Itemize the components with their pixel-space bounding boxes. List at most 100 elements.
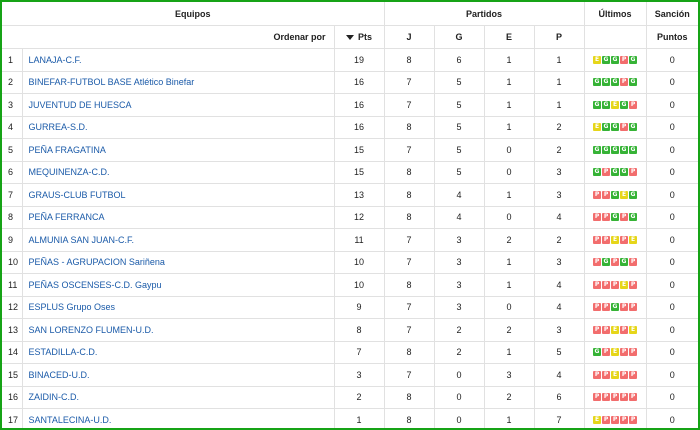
- played-value: 8: [384, 386, 435, 409]
- subheader-row: Ordenar por Pts J G E P Puntos: [2, 25, 698, 49]
- draw-badge: E: [611, 100, 620, 109]
- team-link[interactable]: LANAJA-C.F.: [22, 48, 335, 72]
- loss-badge: P: [602, 415, 611, 424]
- loss-badge: P: [602, 190, 611, 199]
- col-j[interactable]: J: [384, 25, 435, 49]
- draw-badge: E: [593, 55, 602, 64]
- team-link[interactable]: JUVENTUD DE HUESCA: [22, 93, 335, 117]
- col-puntos: Puntos: [646, 25, 698, 49]
- won-value: 5: [434, 161, 485, 184]
- team-link[interactable]: ESPLUS Grupo Oses: [22, 296, 335, 319]
- loss-badge: P: [611, 393, 620, 402]
- loss-badge: P: [629, 168, 638, 177]
- team-link[interactable]: GRAUS-CLUB FUTBOL: [22, 183, 335, 207]
- col-g[interactable]: G: [434, 25, 485, 49]
- table-row: 14 ESTADILLA-C.D. 7 8 2 1 5 G P E P P 0: [2, 341, 698, 364]
- draw-badge: E: [620, 280, 629, 289]
- team-link[interactable]: BINACED-U.D.: [22, 363, 335, 387]
- win-badge: G: [602, 145, 611, 154]
- pts-value: 11: [334, 228, 385, 252]
- loss-badge: P: [611, 415, 620, 424]
- team-link[interactable]: ALMUNIA SAN JUAN-C.F.: [22, 228, 335, 252]
- table-row: 12 ESPLUS Grupo Oses 9 7 3 0 4 P P G P P 0: [2, 296, 698, 319]
- lost-value: 2: [534, 116, 585, 139]
- loss-badge: P: [593, 393, 602, 402]
- played-value: 7: [384, 318, 435, 342]
- table-row: 11 PEÑAS OSCENSES-C.D. Gaypu 10 8 3 1 4 P P P E P 0: [2, 273, 698, 297]
- won-value: 0: [434, 386, 485, 409]
- team-link[interactable]: MEQUINENZA-C.D.: [22, 161, 335, 184]
- win-badge: G: [629, 213, 638, 222]
- loss-badge: P: [620, 325, 629, 334]
- table-row: 8 PEÑA FERRANCA 12 8 4 0 4 P P G P G 0: [2, 206, 698, 229]
- loss-badge: P: [629, 393, 638, 402]
- drawn-value: 1: [484, 93, 535, 117]
- won-value: 0: [434, 363, 485, 387]
- table-row: 3 JUVENTUD DE HUESCA 16 7 5 1 1 G G E G P 0: [2, 93, 698, 117]
- drawn-value: 3: [484, 363, 535, 387]
- team-link[interactable]: ZAIDIN-C.D.: [22, 386, 335, 409]
- col-p[interactable]: P: [534, 25, 585, 49]
- loss-badge: P: [620, 370, 629, 379]
- lost-value: 3: [534, 318, 585, 342]
- won-value: 5: [434, 138, 485, 162]
- pts-label: Pts: [357, 32, 372, 42]
- lost-value: 4: [534, 296, 585, 319]
- played-value: 7: [384, 228, 435, 252]
- win-badge: G: [611, 190, 620, 199]
- team-link[interactable]: ESTADILLA-C.D.: [22, 341, 335, 364]
- loss-badge: P: [593, 235, 602, 244]
- row-position: 6: [2, 161, 23, 184]
- win-badge: G: [611, 145, 620, 154]
- win-badge: G: [602, 55, 611, 64]
- team-link[interactable]: SAN LORENZO FLUMEN-U.D.: [22, 318, 335, 342]
- team-link[interactable]: PEÑAS - AGRUPACION Sariñena: [22, 251, 335, 274]
- lost-value: 3: [534, 183, 585, 207]
- win-badge: G: [602, 258, 611, 267]
- header-ultimos: Últimos: [584, 2, 647, 26]
- won-value: 4: [434, 183, 485, 207]
- loss-badge: P: [602, 325, 611, 334]
- loss-badge: P: [593, 213, 602, 222]
- pts-value: 3: [334, 363, 385, 387]
- loss-badge: P: [593, 325, 602, 334]
- loss-badge: P: [611, 280, 620, 289]
- loss-badge: P: [620, 78, 629, 87]
- pts-value: 10: [334, 251, 385, 274]
- pts-value: 10: [334, 273, 385, 297]
- played-value: 8: [384, 273, 435, 297]
- team-link[interactable]: PEÑA FERRANCA: [22, 206, 335, 229]
- team-link[interactable]: SANTALECINA-U.D.: [22, 408, 335, 428]
- team-link[interactable]: PEÑA FRAGATINA: [22, 138, 335, 162]
- table-row: 17 SANTALECINA-U.D. 1 8 0 1 7 E P P P P 0: [2, 408, 698, 428]
- won-value: 5: [434, 116, 485, 139]
- table-row: 5 PEÑA FRAGATINA 15 7 5 0 2 G G G G G 0: [2, 138, 698, 162]
- loss-badge: P: [593, 303, 602, 312]
- loss-badge: P: [602, 303, 611, 312]
- win-badge: G: [620, 145, 629, 154]
- pts-value: 19: [334, 48, 385, 72]
- pts-value: 7: [334, 341, 385, 364]
- sanction-value: 0: [646, 386, 698, 409]
- loss-badge: P: [602, 213, 611, 222]
- team-link[interactable]: GURREA-S.D.: [22, 116, 335, 139]
- loss-badge: P: [629, 100, 638, 109]
- table-row: 2 BINEFAR-FUTBOL BASE Atlético Binefar 16 7…: [2, 71, 698, 94]
- loss-badge: P: [620, 415, 629, 424]
- sort-pts-button[interactable]: Pts: [334, 25, 385, 49]
- loss-badge: P: [593, 370, 602, 379]
- sanction-value: 0: [646, 228, 698, 252]
- lost-value: 5: [534, 341, 585, 364]
- table-row: 1 LANAJA-C.F. 19 8 6 1 1 E G G P G 0: [2, 48, 698, 72]
- col-e[interactable]: E: [484, 25, 535, 49]
- team-link[interactable]: BINEFAR-FUTBOL BASE Atlético Binefar: [22, 71, 335, 94]
- lost-value: 3: [534, 161, 585, 184]
- team-link[interactable]: PEÑAS OSCENSES-C.D. Gaypu: [22, 273, 335, 297]
- win-badge: G: [611, 303, 620, 312]
- loss-badge: P: [620, 303, 629, 312]
